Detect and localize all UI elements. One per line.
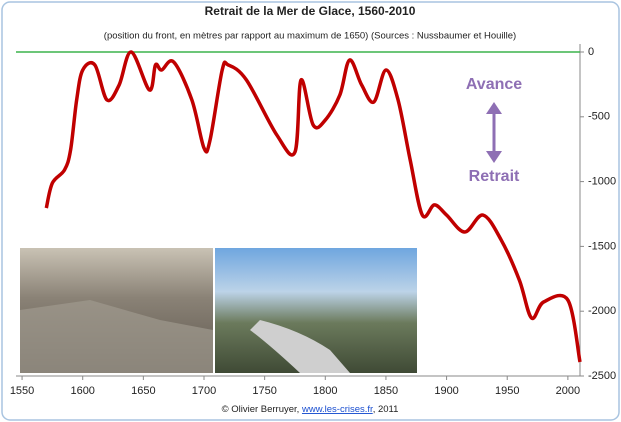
x-tick-label: 1600 [70, 385, 94, 397]
credit-author: © Olivier Berruyer, [222, 404, 302, 415]
x-tick-label: 1700 [192, 385, 216, 397]
x-tick-label: 1800 [313, 385, 337, 397]
x-tick-label: 1950 [495, 385, 519, 397]
x-tick-label: 1650 [131, 385, 155, 397]
y-tick-label: -2500 [588, 370, 616, 382]
x-tick-label: 1900 [434, 385, 458, 397]
annotation: Avance [466, 76, 522, 93]
y-tick-label: -500 [588, 111, 610, 123]
x-tick-label: 1750 [252, 385, 276, 397]
x-tick-label: 1850 [374, 385, 398, 397]
credit-link[interactable]: www.les-crises.fr [301, 404, 373, 415]
y-tick-label: 0 [588, 46, 594, 58]
page: {"chart_data": {"type": "line", "title":… [0, 0, 621, 422]
chart: Retrait de la Mer de Glace, 1560-2010 (p… [0, 0, 621, 422]
x-tick-label: 2000 [556, 385, 580, 397]
y-tick-label: -1000 [588, 176, 616, 188]
annotation: Retrait [469, 168, 520, 185]
y-tick-label: -2000 [588, 305, 616, 317]
credit: © Olivier Berruyer, www.les-crises.fr, 2… [222, 404, 399, 415]
x-tick-label: 1550 [10, 385, 34, 397]
credit-year: , 2011 [373, 404, 399, 415]
chart-title: Retrait de la Mer de Glace, 1560-2010 [205, 4, 416, 18]
y-tick-label: -1500 [588, 240, 616, 252]
chart-subtitle: (position du front, en mètres par rappor… [104, 31, 516, 42]
